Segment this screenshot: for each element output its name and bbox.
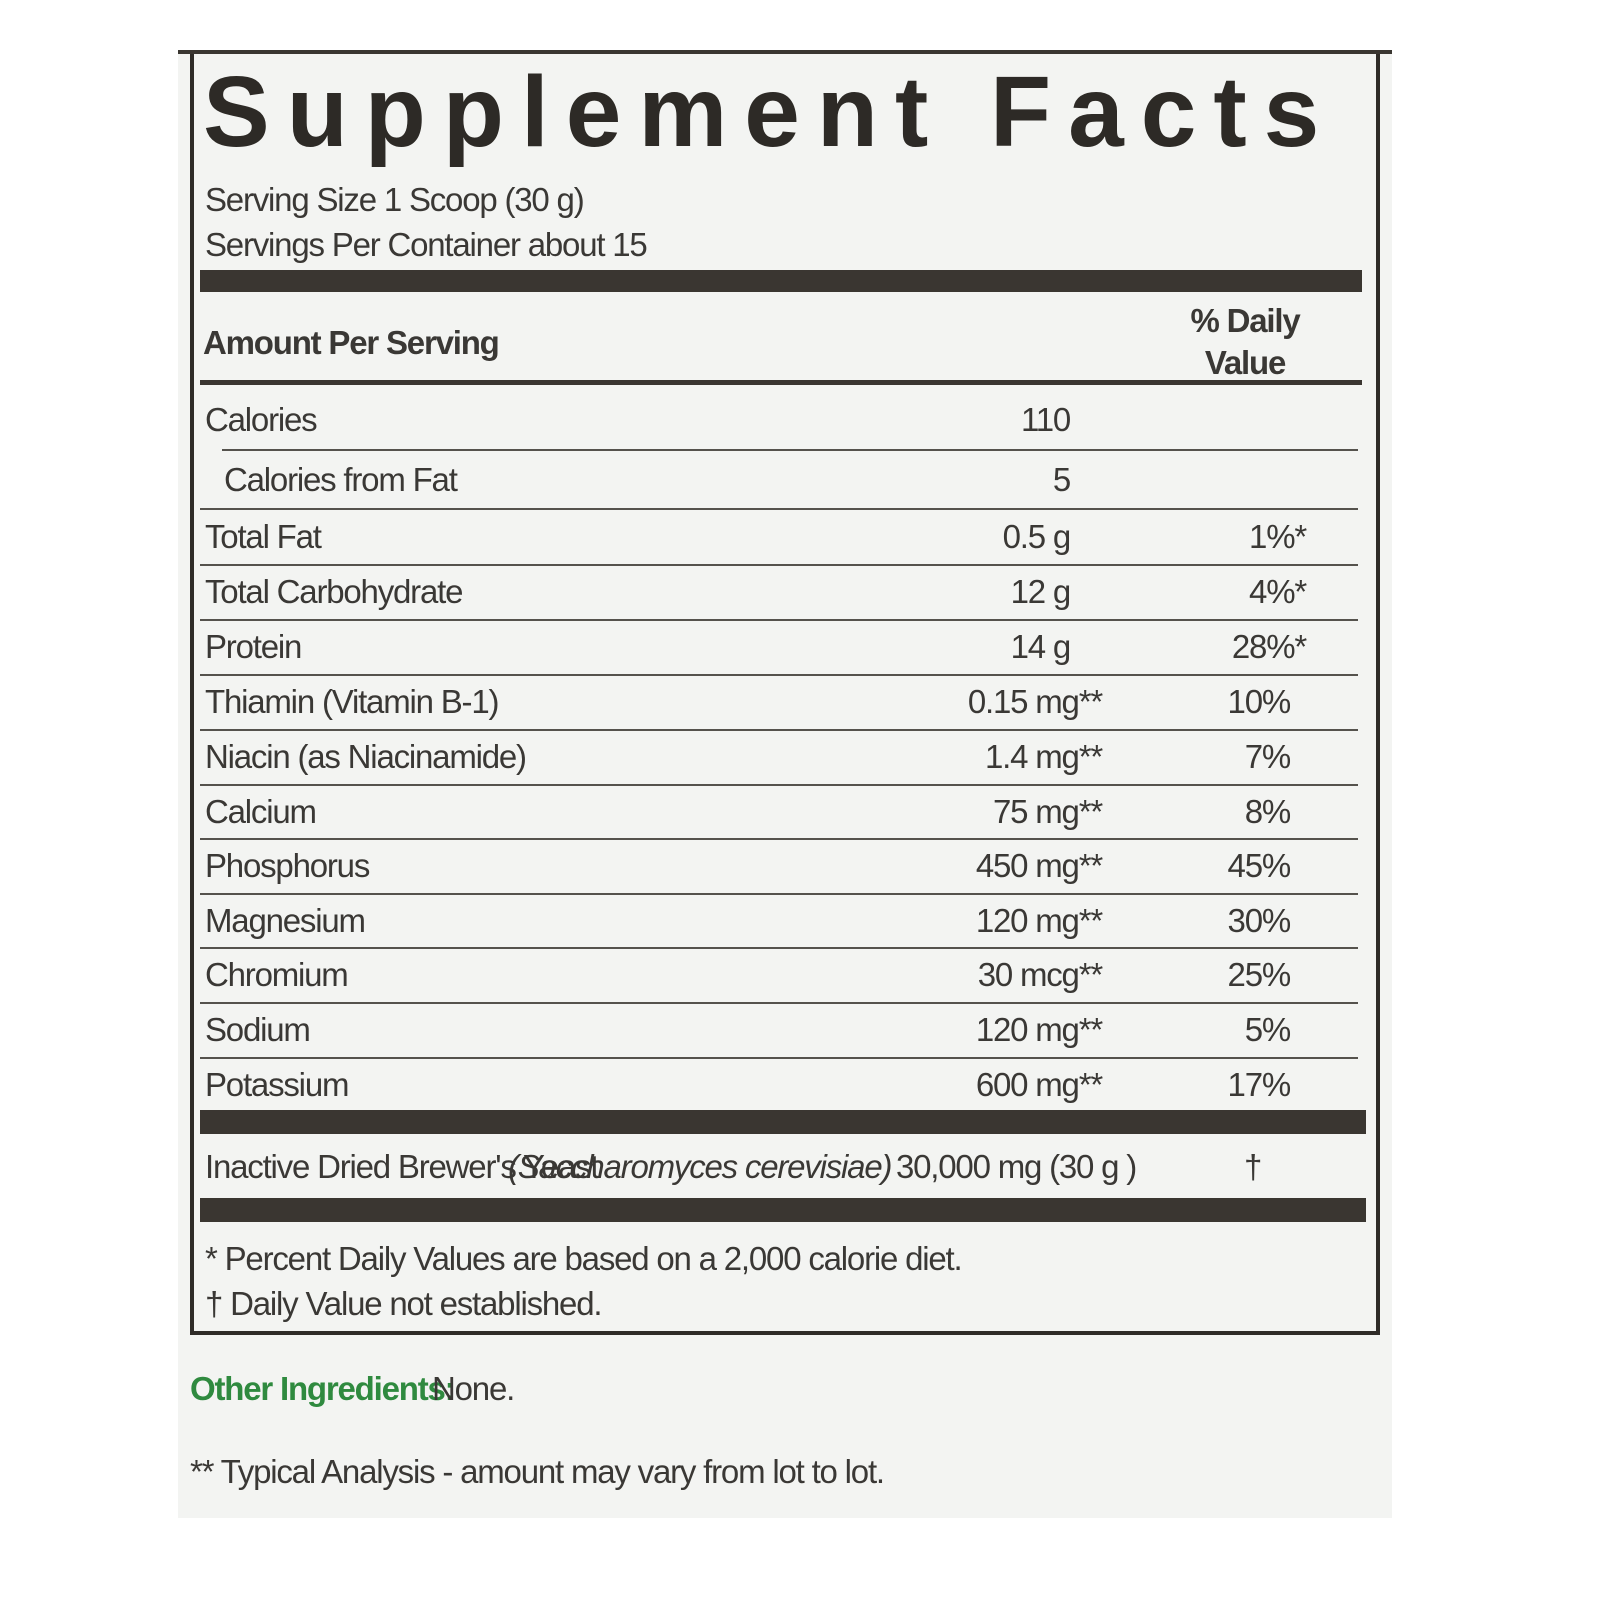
nutrient-dv: 5% xyxy=(1244,1011,1292,1048)
nutrient-amount: 110 xyxy=(1020,401,1071,438)
other-ingredients-value: None. xyxy=(432,1370,515,1407)
nutrient-amount: 5 xyxy=(1052,461,1071,498)
row-rule xyxy=(200,783,1358,786)
row-rule xyxy=(200,563,1358,566)
nutrient-dv: 4%* xyxy=(1249,573,1307,610)
nutrient-dv: 28%* xyxy=(1231,628,1307,665)
row-rule xyxy=(200,1001,1358,1004)
nutrient-dv: 8% xyxy=(1244,793,1292,830)
nutrient-dv: 17% xyxy=(1227,1066,1292,1103)
nutrient-dv: 1%* xyxy=(1249,518,1307,555)
nutrient-name: Total Fat xyxy=(205,518,322,555)
other-ingredients-label: Other Ingredients: xyxy=(190,1370,456,1407)
nutrient-amount: 120 mg** xyxy=(975,1011,1103,1048)
ingredient-name: Inactive Dried Brewer's Yeast xyxy=(205,1148,600,1185)
nutrient-name: Potassium xyxy=(205,1066,349,1103)
row-rule xyxy=(200,728,1358,731)
servings-per-container: Servings Per Container about 15 xyxy=(205,226,648,263)
row-rule xyxy=(200,892,1358,895)
header-rule xyxy=(200,380,1362,385)
row-rule xyxy=(200,838,1358,840)
row-rule xyxy=(200,507,1358,510)
nutrient-name: Protein xyxy=(205,628,302,665)
facts-box xyxy=(190,50,1380,1335)
nutrient-dv: 30% xyxy=(1227,902,1292,939)
nutrient-dv: 45% xyxy=(1227,847,1292,884)
nutrient-dv: 7% xyxy=(1244,738,1292,775)
nutrient-name: Magnesium xyxy=(205,902,366,939)
row-rule xyxy=(200,618,1358,621)
thick-bar xyxy=(200,1198,1366,1222)
row-rule xyxy=(200,1056,1358,1059)
nutrient-amount: 450 mg** xyxy=(975,847,1103,884)
nutrient-amount: 1.4 mg** xyxy=(985,738,1103,775)
thick-bar xyxy=(200,1110,1366,1134)
ingredient-dv: † xyxy=(1244,1148,1262,1185)
nutrient-name: Chromium xyxy=(205,956,349,993)
nutrient-name: Calories from Fat xyxy=(224,461,458,498)
amount-header: Amount Per Serving xyxy=(203,324,500,361)
nutrient-amount: 0.15 mg** xyxy=(967,683,1103,720)
nutrient-dv: 25% xyxy=(1227,956,1292,993)
nutrient-amount: 14 g xyxy=(1010,628,1072,665)
row-rule xyxy=(200,947,1358,949)
ingredient-amount: 30,000 mg (30 g ) xyxy=(896,1148,1137,1185)
nutrient-dv: 10% xyxy=(1227,683,1292,720)
nutrient-amount: 30 mcg** xyxy=(977,956,1104,993)
serving-size: Serving Size 1 Scoop (30 g) xyxy=(205,181,585,218)
nutrient-amount: 75 mg** xyxy=(992,793,1103,830)
ingredient-latin: (Saccharomyces cerevisiae) xyxy=(508,1148,892,1185)
nutrient-name: Phosphorus xyxy=(205,847,370,884)
thick-bar xyxy=(200,270,1362,292)
footnote: † Daily Value not established. xyxy=(205,1285,603,1322)
nutrient-name: Niacin (as Niacinamide) xyxy=(205,738,527,775)
nutrient-name: Thiamin (Vitamin B-1) xyxy=(205,683,499,720)
nutrient-name: Sodium xyxy=(205,1011,311,1048)
nutrient-amount: 0.5 g xyxy=(1002,518,1072,555)
typical-analysis: ** Typical Analysis - amount may vary fr… xyxy=(190,1453,885,1490)
nutrient-amount: 120 mg** xyxy=(975,902,1103,939)
nutrient-amount: 600 mg** xyxy=(975,1066,1103,1103)
top-border xyxy=(178,50,1392,54)
footnote: * Percent Daily Values are based on a 2,… xyxy=(205,1240,963,1277)
daily-value-header: % Daily Value xyxy=(1190,302,1301,381)
nutrient-name: Total Carbohydrate xyxy=(205,573,463,610)
row-rule xyxy=(200,673,1358,676)
nutrient-amount: 12 g xyxy=(1010,573,1072,610)
nutrient-name: Calcium xyxy=(205,793,317,830)
nutrient-name: Calories xyxy=(205,401,318,438)
row-rule xyxy=(222,449,1358,451)
title: Supplement Facts xyxy=(203,56,1337,168)
